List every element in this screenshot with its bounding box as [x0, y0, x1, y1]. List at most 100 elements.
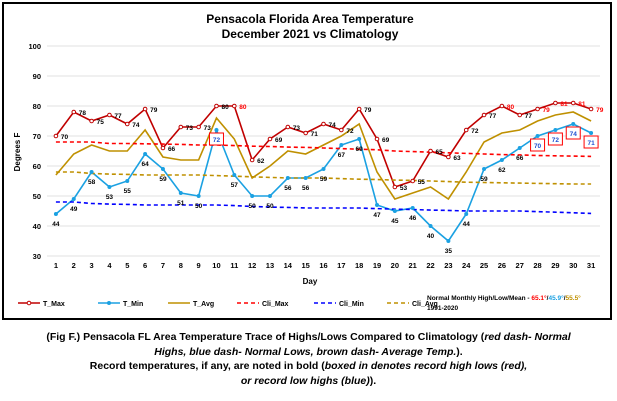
tmin-label-day-30: 74	[570, 131, 578, 138]
tmin-marker-day-3	[89, 170, 94, 174]
data-labels: 70 78 75 77 74 79 66 73 73 80 80 62 69 73 71 74 72 79 69 53…	[52, 101, 603, 255]
tmax-label-day-7: 66	[168, 146, 176, 153]
legend-marker-t-min	[107, 301, 111, 305]
tmax-marker-day-6	[142, 106, 148, 112]
tmax-marker-day-2	[71, 109, 77, 115]
x-tick-31: 31	[587, 261, 595, 270]
x-tick-3: 3	[90, 261, 94, 270]
tmin-label-day-22: 40	[427, 233, 435, 240]
x-tick-12: 12	[248, 261, 256, 270]
tmax-marker-day-30	[570, 100, 576, 106]
grid-lines	[47, 45, 600, 257]
tmax-label-day-6: 79	[150, 107, 158, 114]
tmin-label-day-19: 47	[373, 212, 381, 219]
tmax-label-day-29: 81	[560, 101, 568, 108]
x-tick-1: 1	[54, 261, 58, 270]
x-tick-16: 16	[319, 261, 327, 270]
tmin-label-day-14: 56	[284, 185, 292, 192]
chart-frame	[2, 2, 612, 320]
x-tick-29: 29	[551, 261, 559, 270]
caption-line3-i: boxed in denotes record high lows (red),	[324, 360, 528, 372]
tmin-marker-day-28	[535, 134, 540, 138]
x-tick-19: 19	[373, 261, 381, 270]
x-tick-14: 14	[284, 261, 293, 270]
tmin-label-day-29: 72	[552, 137, 560, 144]
x-tick-24: 24	[462, 261, 471, 270]
series-markers	[53, 100, 594, 243]
tmin-marker-day-20	[392, 209, 397, 213]
tmin-marker-day-21	[410, 206, 415, 210]
x-tick-26: 26	[498, 261, 506, 270]
series-line-cli-min	[55, 201, 592, 215]
x-tick-28: 28	[533, 261, 541, 270]
tmin-label-day-15: 56	[302, 185, 310, 192]
tmax-marker-day-28	[535, 106, 540, 112]
x-tick-4: 4	[107, 261, 112, 270]
normal-label: Normal Monthly High/Low/Mean -	[427, 295, 530, 302]
tmax-marker-day-3	[89, 118, 94, 124]
x-tick-2: 2	[72, 261, 76, 270]
tmax-label-day-10: 80	[221, 104, 229, 111]
legend-text-t-max: T_Max	[43, 301, 65, 308]
tmin-marker-day-5	[125, 179, 130, 183]
tmin-marker-day-10	[214, 128, 219, 132]
tmin-marker-day-24	[464, 212, 469, 216]
legend-text-cli-max: Cli_Max	[262, 301, 289, 308]
tmax-label-day-11: 80	[239, 104, 247, 111]
record-box-day-31	[583, 135, 599, 149]
tmin-label-day-5: 55	[124, 188, 132, 195]
tmax-marker-day-4	[107, 112, 112, 118]
tmin-label-day-12: 50	[249, 203, 257, 210]
x-tick-27: 27	[516, 261, 524, 270]
legend-text-cli-min: Cli_Min	[339, 301, 364, 308]
tmax-label-day-16: 74	[329, 122, 337, 129]
caption-line2-i: Highs, blue dash- Normal Lows, brown das…	[154, 345, 457, 358]
tmax-label-day-5: 74	[132, 122, 140, 129]
tmax-marker-day-23	[446, 154, 451, 160]
record-box-day-29	[547, 132, 563, 146]
tmin-marker-day-13	[267, 194, 272, 198]
x-axis-label: Day	[303, 277, 318, 286]
tmin-label-day-7: 59	[159, 176, 167, 183]
x-tick-23: 23	[444, 261, 452, 270]
tmin-label-day-21: 46	[409, 215, 417, 222]
tmax-marker-day-17	[339, 127, 344, 133]
x-tick-8: 8	[179, 261, 183, 270]
tmax-label-day-12: 62	[257, 158, 265, 165]
caption-line4-i: or record low highs (blue)	[240, 374, 370, 387]
x-tick-5: 5	[125, 261, 129, 270]
tmin-marker-day-23	[446, 239, 451, 243]
y-axis-label: Degrees F	[13, 133, 22, 172]
x-tick-20: 20	[391, 261, 399, 270]
record-box-day-10	[208, 132, 224, 146]
x-tick-10: 10	[212, 261, 220, 270]
tmin-label-day-6: 64	[141, 161, 149, 168]
tmin-marker-day-18	[357, 137, 362, 141]
tmin-label-day-3: 58	[88, 179, 96, 186]
tmin-label-day-28: 70	[534, 143, 542, 150]
tmin-label-day-9: 50	[195, 203, 203, 210]
caption-line2-b: ).	[456, 345, 463, 358]
tmin-label-day-13: 50	[266, 203, 274, 210]
legend-text-cli-avg: Cli_Avg	[412, 301, 438, 308]
tmax-marker-day-29	[553, 100, 558, 106]
tmin-marker-day-31	[589, 131, 594, 135]
x-tick-7: 7	[161, 261, 165, 270]
tmax-marker-day-16	[321, 121, 326, 127]
x-tick-22: 22	[426, 261, 434, 270]
tmin-label-day-10: 72	[213, 137, 221, 144]
legend: T_Max T_Min T_Avg Cli_Max Cli_Min Cli_Avg	[18, 300, 438, 308]
tmin-marker-day-22	[428, 224, 433, 228]
tmax-marker-day-10	[214, 103, 219, 109]
caption-line1-a: (Fig F.) Pensacola FL Area Temperature T…	[46, 331, 485, 343]
tmax-label-day-15: 71	[311, 131, 319, 138]
y-tick-80: 80	[33, 102, 41, 111]
tmax-label-day-28: 79	[543, 107, 551, 114]
tmin-marker-day-15	[303, 176, 308, 180]
tmin-marker-day-26	[499, 158, 504, 162]
figure-caption: (Fig F.) Pensacola FL Area Temperature T…	[0, 330, 617, 388]
tmin-label-day-31: 71	[587, 140, 595, 147]
tmax-marker-day-20	[392, 184, 398, 190]
series-line-cli-max	[55, 141, 592, 158]
tmax-label-day-27: 77	[525, 113, 533, 120]
